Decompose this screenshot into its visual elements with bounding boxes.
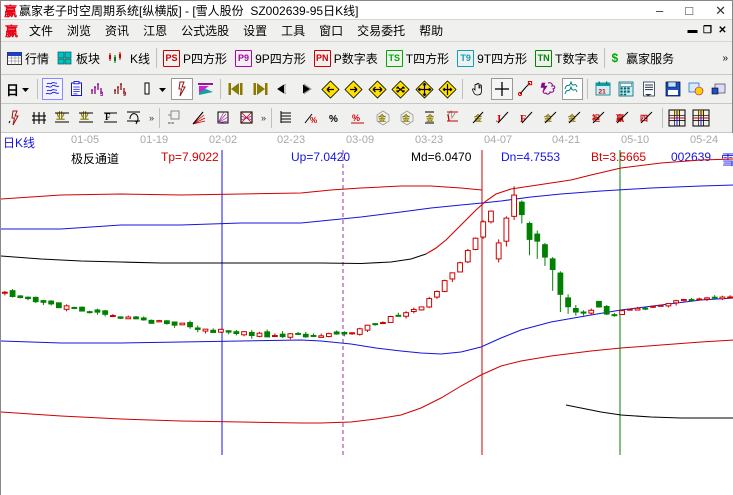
svg-text:业: 业 (56, 110, 65, 121)
svg-text:金: 金 (377, 113, 387, 123)
svg-text:9: 9 (123, 92, 127, 97)
svg-text:J: J (496, 114, 501, 125)
svg-text:3: 3 (100, 92, 104, 97)
svg-text:%: % (310, 116, 317, 125)
svg-text:金: 金 (567, 113, 577, 123)
svg-text:四: 四 (640, 114, 648, 123)
svg-text:袒: 袒 (592, 113, 600, 123)
svg-text:%: % (329, 114, 338, 125)
svg-text:业: 业 (80, 110, 89, 121)
svg-text:赢: 赢 (616, 113, 624, 123)
svg-text:金: 金 (425, 113, 435, 123)
svg-text:%: % (352, 113, 360, 123)
svg-text:金: 金 (543, 113, 553, 123)
svg-text:金: 金 (401, 113, 411, 123)
svg-text:21: 21 (598, 89, 606, 96)
